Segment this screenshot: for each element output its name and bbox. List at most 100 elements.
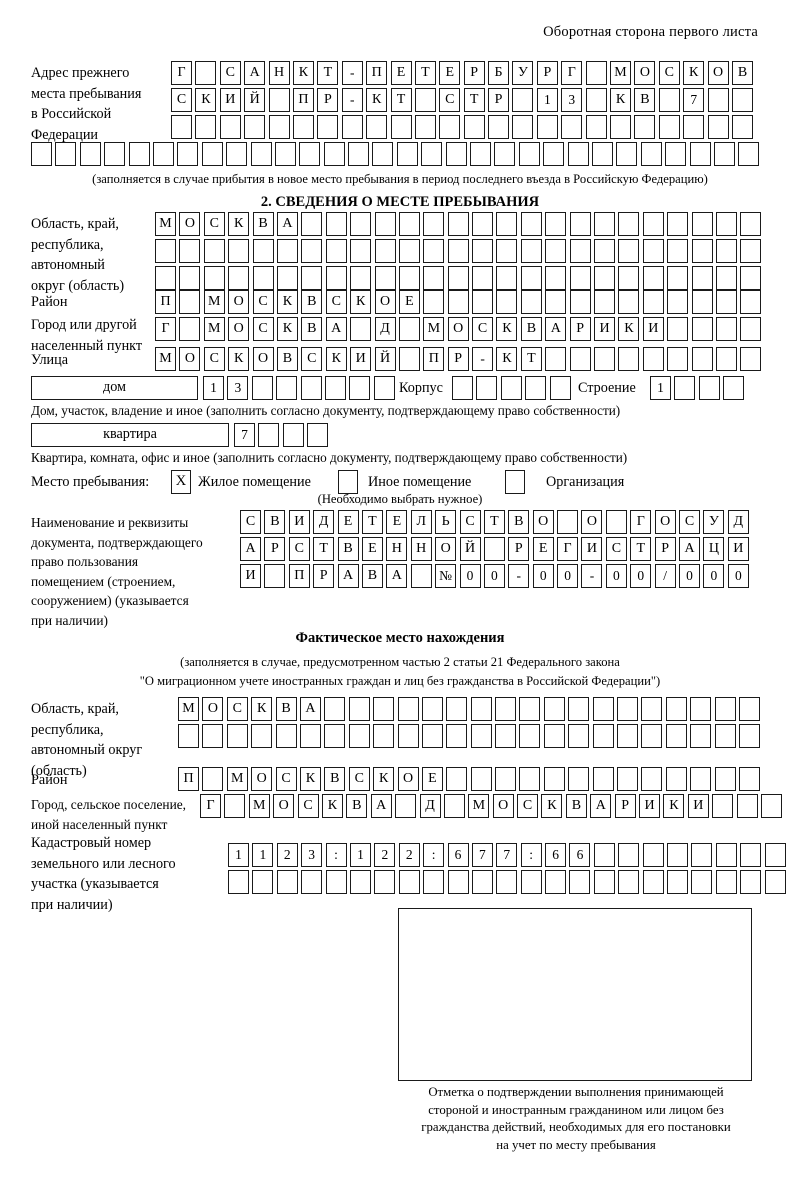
cadastral-cell-20[interactable] — [691, 843, 713, 867]
section2-district-cell-10[interactable]: О — [374, 290, 396, 314]
section2-city-cell-19[interactable]: И — [594, 317, 616, 341]
actual-region-cell-22[interactable] — [690, 724, 712, 748]
section2-region-cell-21[interactable] — [642, 212, 664, 236]
section2-district-cell-5[interactable]: С — [252, 290, 274, 314]
document-cell-7[interactable]: Е — [386, 510, 408, 534]
actual-region-cell-9[interactable] — [373, 697, 395, 721]
document-cell-10[interactable]: 0 — [459, 564, 481, 588]
prev-address-cell-22[interactable]: 7 — [683, 88, 705, 112]
prev-address-cell-13[interactable] — [323, 142, 345, 166]
cadastral-cell-6[interactable]: 1 — [349, 843, 371, 867]
document-cell-10[interactable]: С — [459, 510, 481, 534]
section2-district-cell-15[interactable] — [496, 290, 518, 314]
section2-region-cell-19[interactable] — [594, 239, 616, 263]
prev-address-cell-29[interactable] — [713, 142, 735, 166]
section2-district-cell-2[interactable] — [179, 290, 201, 314]
prev-address-cell-6[interactable]: П — [292, 88, 314, 112]
section2-region-cell-2[interactable]: О — [179, 212, 201, 236]
section2-street-cell-6[interactable]: В — [276, 347, 298, 371]
prev-address-cell-17[interactable]: Г — [561, 61, 583, 85]
prev-address-cell-25[interactable] — [616, 142, 638, 166]
prev-address-cell-14[interactable] — [488, 115, 510, 139]
actual-district-cell-23[interactable] — [714, 767, 736, 791]
section2-region-cell-9[interactable] — [350, 239, 372, 263]
prev-address-cell-22[interactable] — [543, 142, 565, 166]
section2-region-cell-17[interactable] — [545, 212, 567, 236]
section2-region-cell-13[interactable] — [447, 239, 469, 263]
stroenie-cell-2[interactable] — [674, 376, 696, 400]
cadastral-cell-8[interactable]: 2 — [398, 843, 420, 867]
section2-city-cell-5[interactable]: С — [252, 317, 274, 341]
section2-street-cell-22[interactable] — [667, 347, 689, 371]
actual-city-cell-12[interactable]: М — [468, 794, 490, 818]
section2-street-cell-15[interactable]: К — [496, 347, 518, 371]
section2-region-cell-15[interactable] — [496, 212, 518, 236]
actual-region-cell-7[interactable] — [324, 697, 346, 721]
actual-city-cell-17[interactable]: А — [590, 794, 612, 818]
flat-cell-1[interactable]: 7 — [234, 423, 255, 447]
prev-address-cell-14[interactable]: Б — [488, 61, 510, 85]
section2-region-cell-25[interactable] — [740, 239, 762, 263]
section2-region-cell-23[interactable] — [691, 239, 713, 263]
section2-region-cell-16[interactable] — [520, 212, 542, 236]
actual-city-cell-2[interactable] — [224, 794, 246, 818]
section2-city-cell-24[interactable] — [715, 317, 737, 341]
document-cell-13[interactable]: 0 — [532, 564, 554, 588]
section2-region-cell-3[interactable] — [203, 266, 225, 290]
section2-region-cell-16[interactable] — [520, 266, 542, 290]
section2-region-cell-10[interactable] — [374, 266, 396, 290]
actual-city-cell-9[interactable] — [395, 794, 417, 818]
cadastral-cell-15[interactable] — [569, 870, 591, 894]
document-cell-6[interactable]: Е — [361, 537, 383, 561]
cadastral-cell-10[interactable] — [447, 870, 469, 894]
document-cell-17[interactable]: Г — [630, 510, 652, 534]
section2-region-cell-6[interactable]: А — [276, 212, 298, 236]
actual-district-cell-4[interactable]: О — [251, 767, 273, 791]
actual-region-cell-1[interactable]: М — [178, 697, 199, 721]
section2-city-cell-21[interactable]: И — [642, 317, 664, 341]
section2-region-cell-18[interactable] — [569, 239, 591, 263]
document-cell-4[interactable]: Р — [313, 564, 335, 588]
actual-city-cell-19[interactable]: И — [639, 794, 661, 818]
section2-district-cell-11[interactable]: Е — [398, 290, 420, 314]
section2-region-cell-4[interactable]: К — [228, 212, 250, 236]
section2-street-cell-24[interactable] — [715, 347, 737, 371]
actual-region-cell-11[interactable] — [421, 724, 443, 748]
stamp-area[interactable] — [398, 908, 752, 1081]
prev-address-cell-7[interactable] — [317, 115, 339, 139]
korpus-cell-5[interactable] — [549, 376, 571, 400]
actual-district-cell-16[interactable] — [543, 767, 565, 791]
actual-district-cell-5[interactable]: С — [275, 767, 297, 791]
section2-region-cell-8[interactable] — [325, 266, 347, 290]
section2-street-cell-3[interactable]: С — [203, 347, 225, 371]
cadastral-row-2[interactable] — [228, 870, 786, 894]
cadastral-cell-13[interactable]: : — [520, 843, 542, 867]
section2-city-cell-20[interactable]: К — [618, 317, 640, 341]
prev-address-cell-5[interactable]: Н — [268, 61, 290, 85]
document-cell-21[interactable]: 0 — [727, 564, 749, 588]
cadastral-cell-20[interactable] — [691, 870, 713, 894]
section2-region-cell-20[interactable] — [618, 266, 640, 290]
cadastral-cell-18[interactable] — [642, 843, 664, 867]
prev-address-cell-18[interactable] — [585, 88, 607, 112]
prev-address-cell-18[interactable] — [445, 142, 467, 166]
section2-district-cell-8[interactable]: С — [325, 290, 347, 314]
actual-district-cell-11[interactable]: Е — [421, 767, 443, 791]
section2-district-cell-18[interactable] — [569, 290, 591, 314]
section2-street-cell-1[interactable]: М — [155, 347, 176, 371]
prev-address-cell-24[interactable]: В — [731, 61, 753, 85]
document-cell-12[interactable]: В — [508, 510, 530, 534]
prev-address-cell-19[interactable] — [470, 142, 492, 166]
section2-region-cell-5[interactable]: В — [252, 212, 274, 236]
actual-city-cell-11[interactable] — [443, 794, 465, 818]
prev-address-cell-15[interactable] — [372, 142, 394, 166]
actual-region-cell-15[interactable] — [519, 724, 541, 748]
document-cell-11[interactable]: 0 — [483, 564, 505, 588]
house-cell-8[interactable] — [373, 376, 395, 400]
prev-address-cell-23[interactable] — [567, 142, 589, 166]
document-cell-21[interactable]: И — [727, 537, 749, 561]
stroenie-row[interactable]: 1 — [650, 376, 745, 400]
section2-region-cell-18[interactable] — [569, 266, 591, 290]
section2-district-cell-25[interactable] — [740, 290, 762, 314]
